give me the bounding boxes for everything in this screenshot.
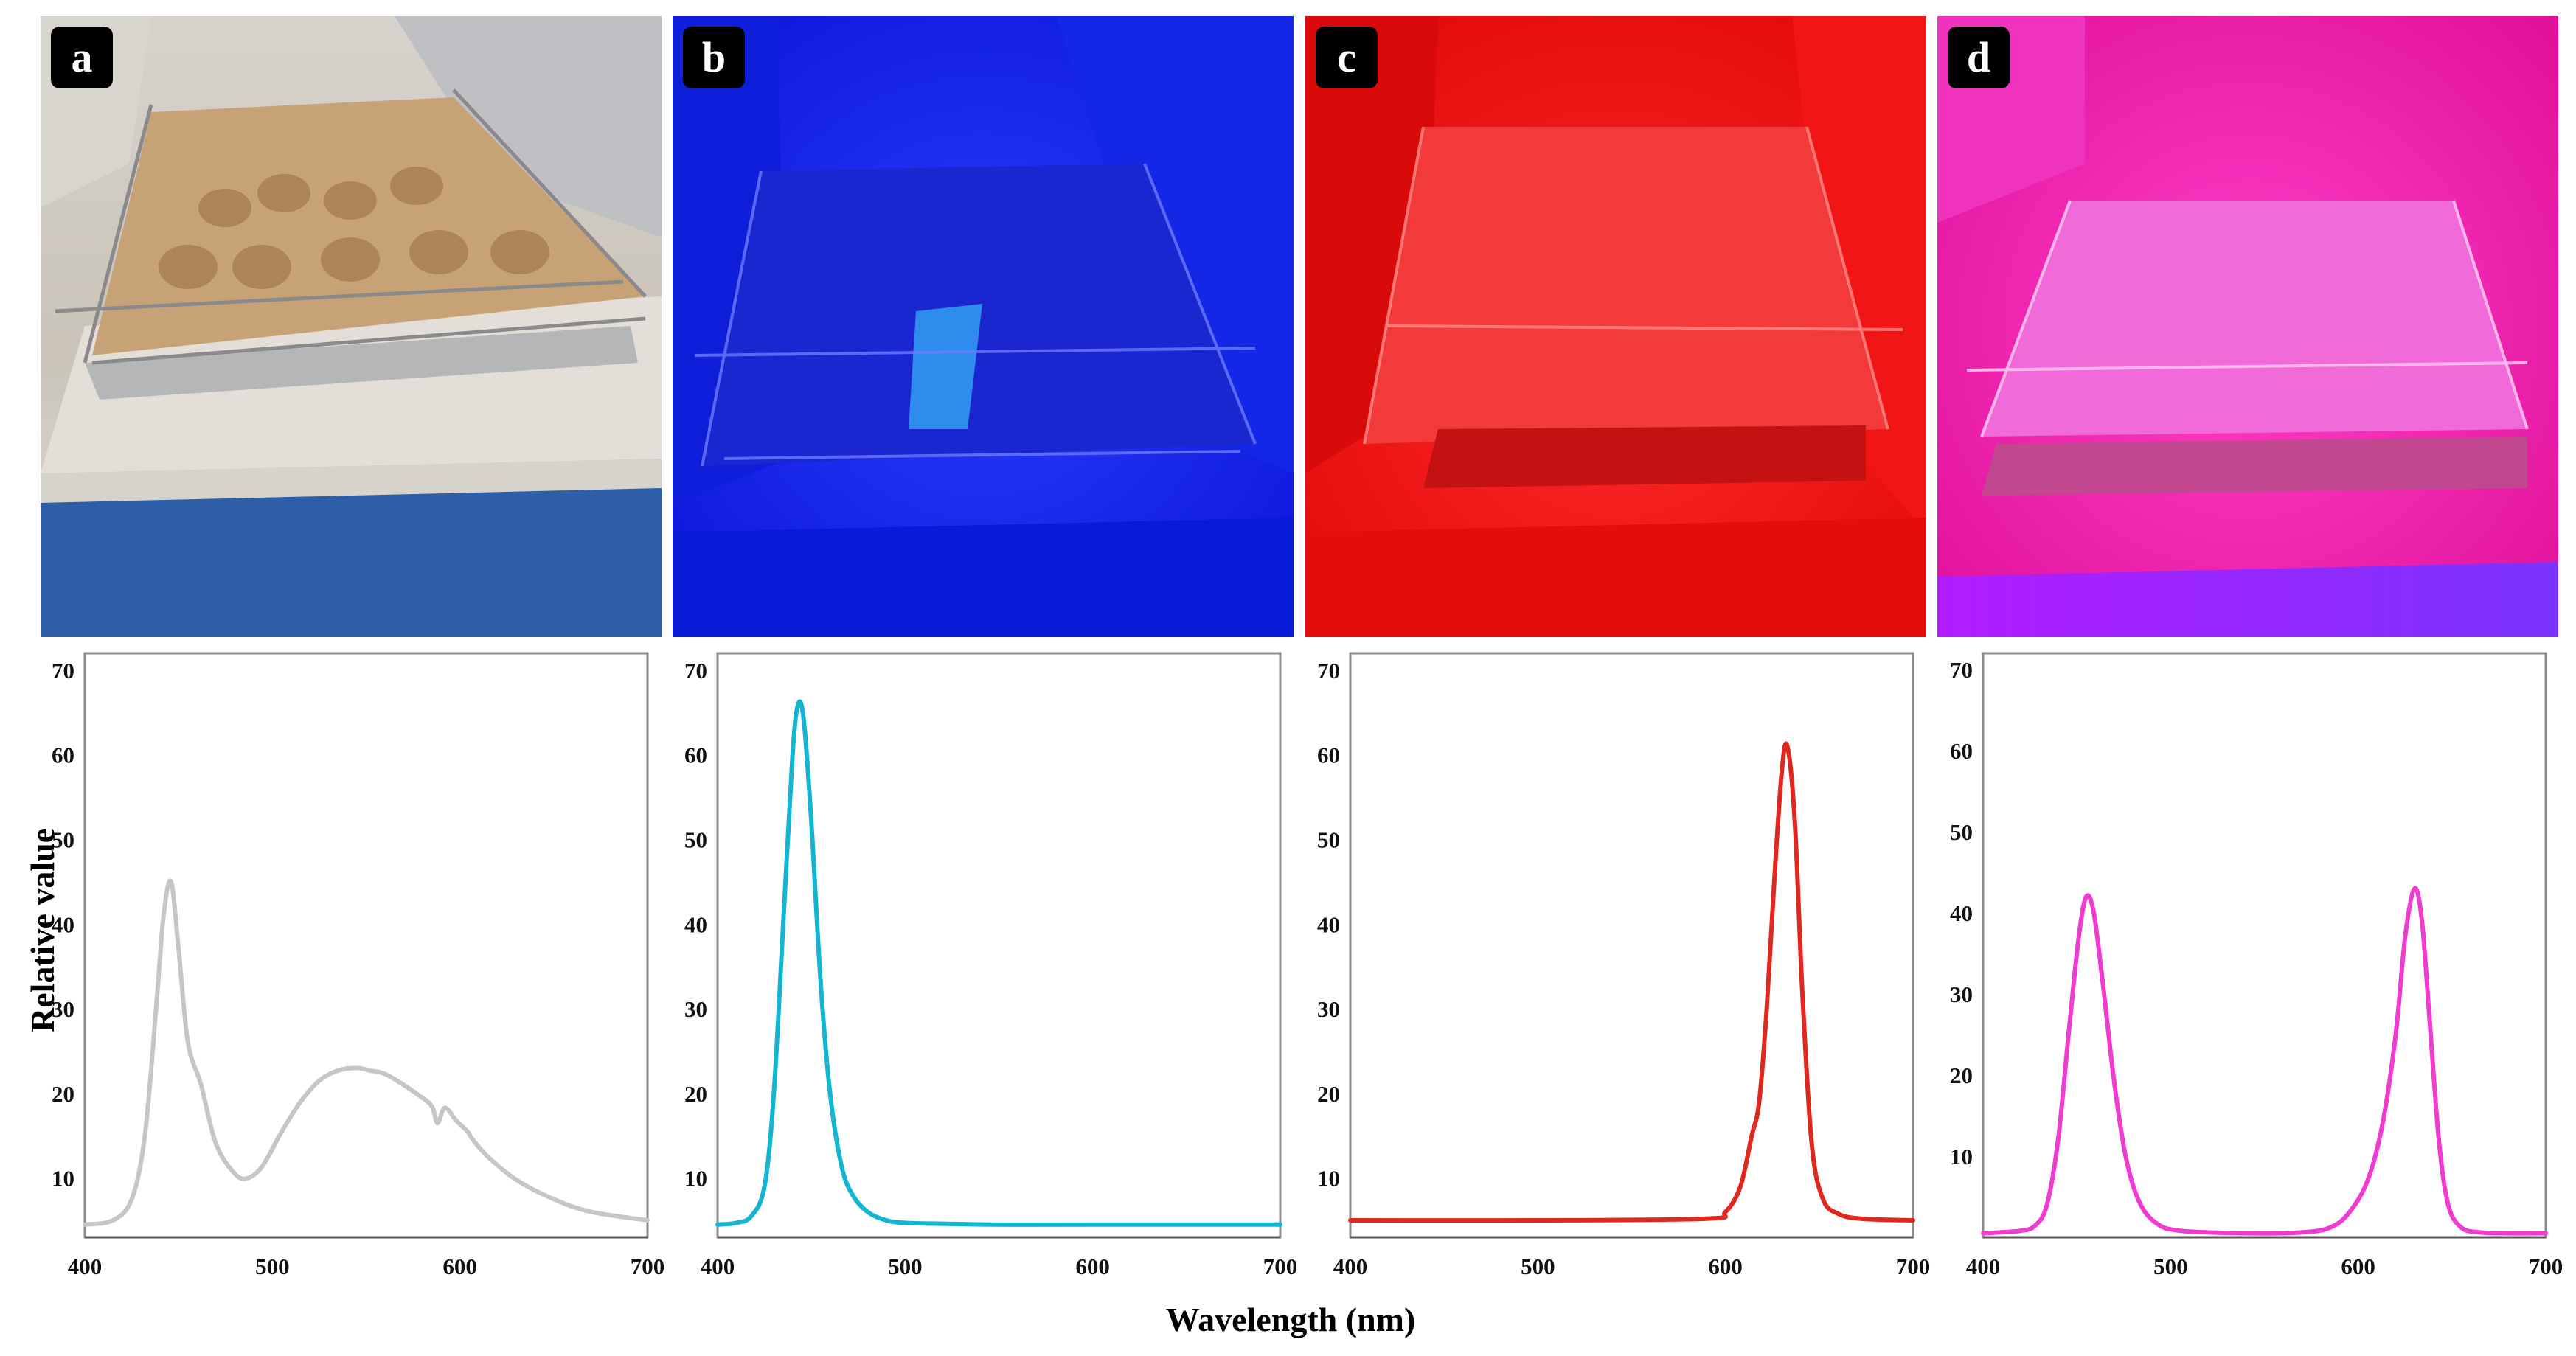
spectrum-line: [1981, 886, 2548, 1236]
y-tick-label: 30: [52, 996, 74, 1022]
y-tick-label: 60: [1317, 743, 1340, 768]
y-tick-label: 50: [52, 827, 74, 853]
y-tick-label: 20: [1950, 1063, 1973, 1088]
photo-red-light: [1305, 16, 1926, 637]
y-tick-label: 40: [1317, 911, 1340, 937]
y-tick-label: 20: [1317, 1081, 1340, 1107]
chart-svg: 10 20 30 40 50 60 70 400 500 600 700: [684, 652, 1297, 1279]
spectrum-chart-c: 10 20 30 40 50 60 70 400 500 600 700: [1280, 642, 1930, 1290]
y-tick-label: 60: [684, 743, 707, 768]
photo-panel-a: a: [41, 16, 662, 637]
y-tick-label: 70: [684, 658, 707, 684]
y-tick-label: 60: [1950, 738, 1973, 764]
y-tick-label: 30: [684, 996, 707, 1022]
x-tick-label: 400: [701, 1254, 735, 1279]
y-tick-label: 20: [684, 1081, 707, 1107]
chart-svg: 10 20 30 40 50 60 70 400 500 600 700: [1317, 652, 1930, 1279]
spectrum-chart-d: 10 20 30 40 50 60 70 400 500 600 700: [1913, 642, 2563, 1290]
x-tick-label: 700: [1263, 1254, 1298, 1279]
y-tick-label: 50: [684, 827, 707, 853]
y-tick-label: 50: [1950, 819, 1973, 845]
y-tick-label: 70: [1950, 657, 1973, 683]
y-tick-label: 70: [1317, 658, 1340, 684]
x-tick-label: 600: [2341, 1254, 2375, 1279]
photo-panel-c: c: [1305, 16, 1926, 637]
plot-frame: [1349, 652, 1914, 1239]
spectrum-line: [1348, 741, 1915, 1223]
x-tick-label: 400: [68, 1254, 103, 1279]
x-tick-label: 500: [1521, 1254, 1555, 1279]
chart-svg: 10 20 30 40 50 60 70 400 500 600 700: [1950, 652, 2563, 1279]
y-tick-label: 30: [1950, 981, 1973, 1007]
x-tick-label: 400: [1333, 1254, 1368, 1279]
photo-panel-d: d: [1937, 16, 2558, 637]
y-axis-title: Relative value: [24, 827, 61, 1032]
x-tick-label: 500: [255, 1254, 290, 1279]
y-tick-label: 40: [52, 911, 74, 937]
y-tick-label: 60: [52, 743, 74, 768]
photo-red-blue-light: [1937, 16, 2558, 637]
y-tick-label: 30: [1317, 996, 1340, 1022]
y-tick-label: 10: [684, 1166, 707, 1192]
y-tick-label: 10: [52, 1166, 74, 1192]
x-tick-label: 500: [2153, 1254, 2188, 1279]
photo-panel-b: b: [673, 16, 1294, 637]
panel-label: a: [51, 27, 113, 88]
x-tick-label: 600: [1075, 1254, 1110, 1279]
x-tick-label: 700: [1896, 1254, 1931, 1279]
y-tick-label: 40: [684, 911, 707, 937]
x-tick-label: 700: [631, 1254, 665, 1279]
x-tick-label: 500: [888, 1254, 923, 1279]
plot-frame: [1982, 652, 2547, 1239]
chart-svg: 10 20 30 40 50 60 70 400 500 600 700: [52, 652, 664, 1279]
panel-label: d: [1948, 27, 2010, 88]
spectrum-line: [715, 699, 1282, 1227]
panel-label: c: [1316, 27, 1378, 88]
y-tick-label: 40: [1950, 900, 1973, 926]
y-tick-label: 70: [52, 658, 74, 684]
x-tick-label: 700: [2529, 1254, 2563, 1279]
y-tick-label: 10: [1950, 1144, 1973, 1169]
spectrum-line: [83, 878, 650, 1227]
x-axis-title: Wavelength (nm): [1165, 1301, 1416, 1338]
panel-label: b: [683, 27, 745, 88]
x-tick-label: 600: [442, 1254, 477, 1279]
y-tick-label: 20: [52, 1081, 74, 1107]
plot-frame: [83, 652, 649, 1239]
spectrum-chart-a: 10 20 30 40 50 60 70 400 500 600 700: [15, 642, 664, 1290]
spectrum-chart-b: 10 20 30 40 50 60 70 400 500 600 700: [648, 642, 1297, 1290]
x-tick-label: 600: [1708, 1254, 1743, 1279]
y-tick-label: 50: [1317, 827, 1340, 853]
x-tick-label: 400: [1966, 1254, 2001, 1279]
y-tick-label: 10: [1317, 1166, 1340, 1192]
photo-blue-light: [673, 16, 1294, 637]
photo-white-light: [41, 16, 662, 637]
plot-frame: [716, 652, 1282, 1239]
